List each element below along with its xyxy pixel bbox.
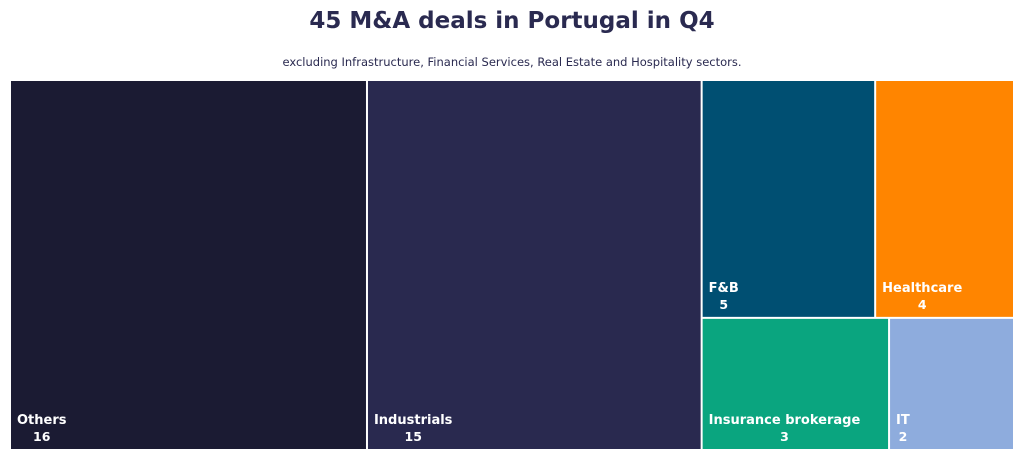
tile-rect-fandb xyxy=(702,81,875,317)
tile-label-industrials: Industrials xyxy=(374,413,453,428)
tile-label-healthcare: Healthcare xyxy=(882,281,962,296)
tile-label-it: IT xyxy=(896,413,910,428)
tile-rect-insurance-brokerage xyxy=(702,318,889,449)
tile-label-others: Others xyxy=(17,413,67,428)
tile-rect-industrials xyxy=(367,81,701,449)
tile-value-it: 2 xyxy=(899,429,908,444)
tile-value-healthcare: 4 xyxy=(918,297,927,312)
tile-rect-others xyxy=(11,81,366,449)
tile-rect-it xyxy=(890,318,1013,449)
tile-label-fandb: F&B xyxy=(709,281,739,296)
tile-label-insurance-brokerage: Insurance brokerage xyxy=(709,413,861,428)
tile-value-others: 16 xyxy=(33,429,51,444)
tile-value-insurance-brokerage: 3 xyxy=(780,429,789,444)
chart-title: 45 M&A deals in Portugal in Q4 xyxy=(309,8,715,34)
chart-subtitle: excluding Infrastructure, Financial Serv… xyxy=(282,55,742,69)
treemap-tile-fandb: F&B5 xyxy=(702,81,875,317)
tile-rect-healthcare xyxy=(876,81,1013,317)
tile-value-fandb: 5 xyxy=(719,297,728,312)
tile-value-industrials: 15 xyxy=(405,429,422,444)
treemap-tile-it: IT2 xyxy=(890,318,1013,449)
